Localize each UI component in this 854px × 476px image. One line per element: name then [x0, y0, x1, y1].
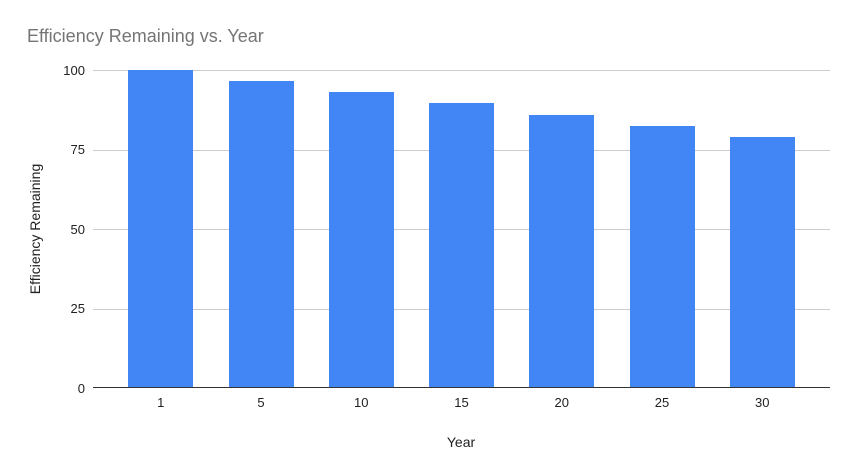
y-tick-label-75: 75	[70, 142, 85, 157]
x-tick-label-15: 15	[454, 395, 469, 410]
x-tick-label-10: 10	[354, 395, 369, 410]
bar-year-30	[729, 136, 795, 388]
bar-year-15	[429, 103, 494, 388]
x-tick-label-25: 25	[654, 395, 670, 410]
x-tick-labels: 1 5 10 15 20 25 30	[93, 395, 830, 410]
bar-year-10	[328, 92, 394, 388]
x-axis-title: Year	[446, 434, 476, 450]
bar-year-5	[228, 81, 294, 388]
y-tick-label-0: 0	[77, 380, 85, 396]
bar-year-25	[629, 125, 695, 388]
bar-year-1	[128, 70, 194, 388]
y-tick-label-50: 50	[70, 221, 85, 237]
y-tick-label-25: 25	[70, 301, 85, 316]
bar-series	[93, 70, 830, 388]
x-tick-label-5: 5	[257, 395, 265, 410]
x-tick-label-30: 30	[755, 395, 770, 410]
bar-year-20	[529, 114, 595, 388]
gridline-100	[93, 70, 830, 71]
x-tick-label-1: 1	[157, 395, 165, 410]
x-tick-label-20: 20	[554, 395, 569, 410]
chart-title: Efficiency Remaining vs. Year	[27, 26, 264, 46]
y-axis-title: Efficiency Remaining	[27, 163, 43, 295]
x-axis-line	[93, 387, 830, 388]
y-tick-label-100: 100	[63, 62, 85, 78]
plot-area: 0 25 50 75 100 1 5 10 15 20 25 30	[63, 63, 830, 410]
